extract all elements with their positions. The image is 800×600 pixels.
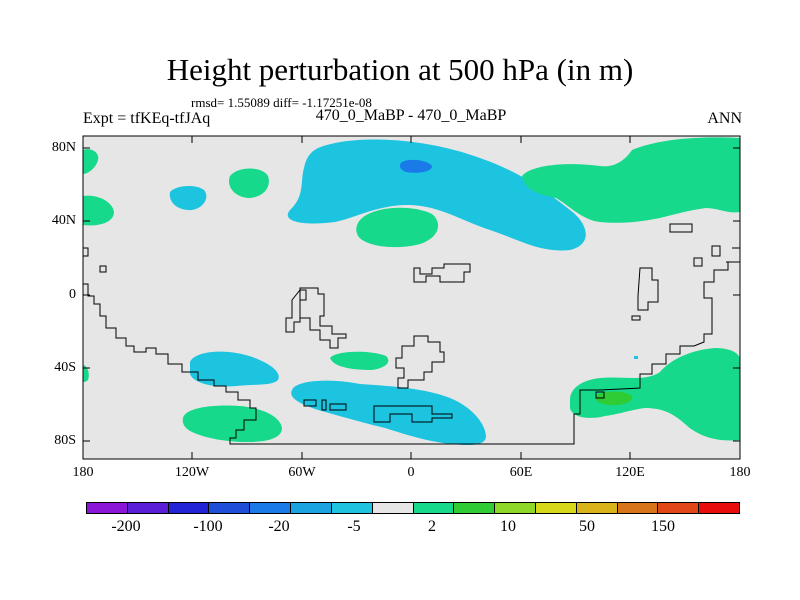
colorbar-swatch (372, 503, 414, 513)
x-tick-label: 180 (72, 465, 94, 480)
colorbar-swatch (495, 503, 536, 513)
colorbar-swatch (291, 503, 332, 513)
negative-anomaly-npacific (169, 186, 207, 211)
colorbar-tick-label: 150 (651, 518, 675, 535)
x-tick-label: 120E (615, 465, 645, 480)
y-tick-label: 40S (54, 360, 76, 375)
coastlines (83, 223, 740, 445)
positive-anomaly-arctic-west (83, 149, 99, 174)
small-negative-anomaly (634, 356, 638, 359)
positive-anomaly-asia-pacific (522, 137, 740, 223)
colorbar-swatch (576, 503, 618, 513)
chart-title: Height perturbation at 500 hPa (in m) (166, 52, 634, 87)
colorbar-tick-label: -100 (193, 518, 223, 535)
colorbar-swatch (535, 503, 577, 513)
colorbar-tick-label: 2 (428, 518, 436, 535)
negative-anomaly-southern-atlantic (291, 380, 486, 446)
y-tick-label: 40N (51, 213, 76, 228)
positive-anomaly-edge-left (83, 365, 89, 382)
colorbar-swatch (617, 503, 659, 513)
colorbar-swatch (127, 503, 169, 513)
positive-anomaly-spacific-south (182, 405, 282, 442)
negative-anomaly-spacific (190, 351, 279, 387)
positive-anomaly-namerica (229, 168, 269, 198)
season-label: ANN (707, 110, 742, 127)
colorbar-swatch (331, 503, 373, 513)
x-tick-label: 60E (509, 465, 533, 480)
colorbar-swatch (209, 503, 251, 513)
negative-anomaly-north (287, 139, 586, 251)
contour-fills (83, 137, 740, 446)
experiment-label: Expt = tfKEq-tfJAq (83, 110, 211, 127)
colorbar-tick-label: -20 (268, 518, 290, 535)
colorbar-tick-label: -5 (347, 518, 361, 535)
negative-anomaly-core (399, 159, 432, 173)
x-tick-label: 0 (407, 465, 415, 480)
y-tick-label: 80S (54, 433, 76, 448)
axis-ticks (83, 136, 740, 459)
colorbar-tick-label: -200 (111, 518, 141, 535)
colorbar-swatch (413, 503, 455, 513)
colorbar-swatch (454, 503, 496, 513)
y-tick-label: 0 (69, 287, 76, 302)
positive-anomaly-south-africa (330, 351, 389, 370)
positive-anomaly-australia (570, 348, 740, 441)
y-tick-label: 80N (51, 140, 76, 155)
colorbar-swatch (658, 503, 700, 513)
colorbar-swatch (250, 503, 292, 513)
rmsd-diff-stats: rmsd= 1.55089 diff= -1.17251e-08 (191, 95, 372, 110)
x-tick-label: 180 (729, 465, 751, 480)
positive-anomaly-australia-core (595, 391, 633, 406)
colorbar-tick-label: 50 (579, 518, 595, 535)
positive-anomaly-europe (356, 207, 439, 248)
colorbar (86, 502, 740, 514)
colorbar-swatch (87, 503, 128, 513)
x-tick-label: 60W (288, 465, 316, 480)
colorbar-swatch (168, 503, 210, 513)
case-label: 470_0_MaBP - 470_0_MaBP (315, 107, 507, 124)
colorbar-swatch (699, 503, 739, 513)
colorbar-tick-label: 10 (500, 518, 516, 535)
positive-anomaly-npacific-west (83, 195, 114, 226)
x-tick-label: 120W (174, 465, 210, 480)
